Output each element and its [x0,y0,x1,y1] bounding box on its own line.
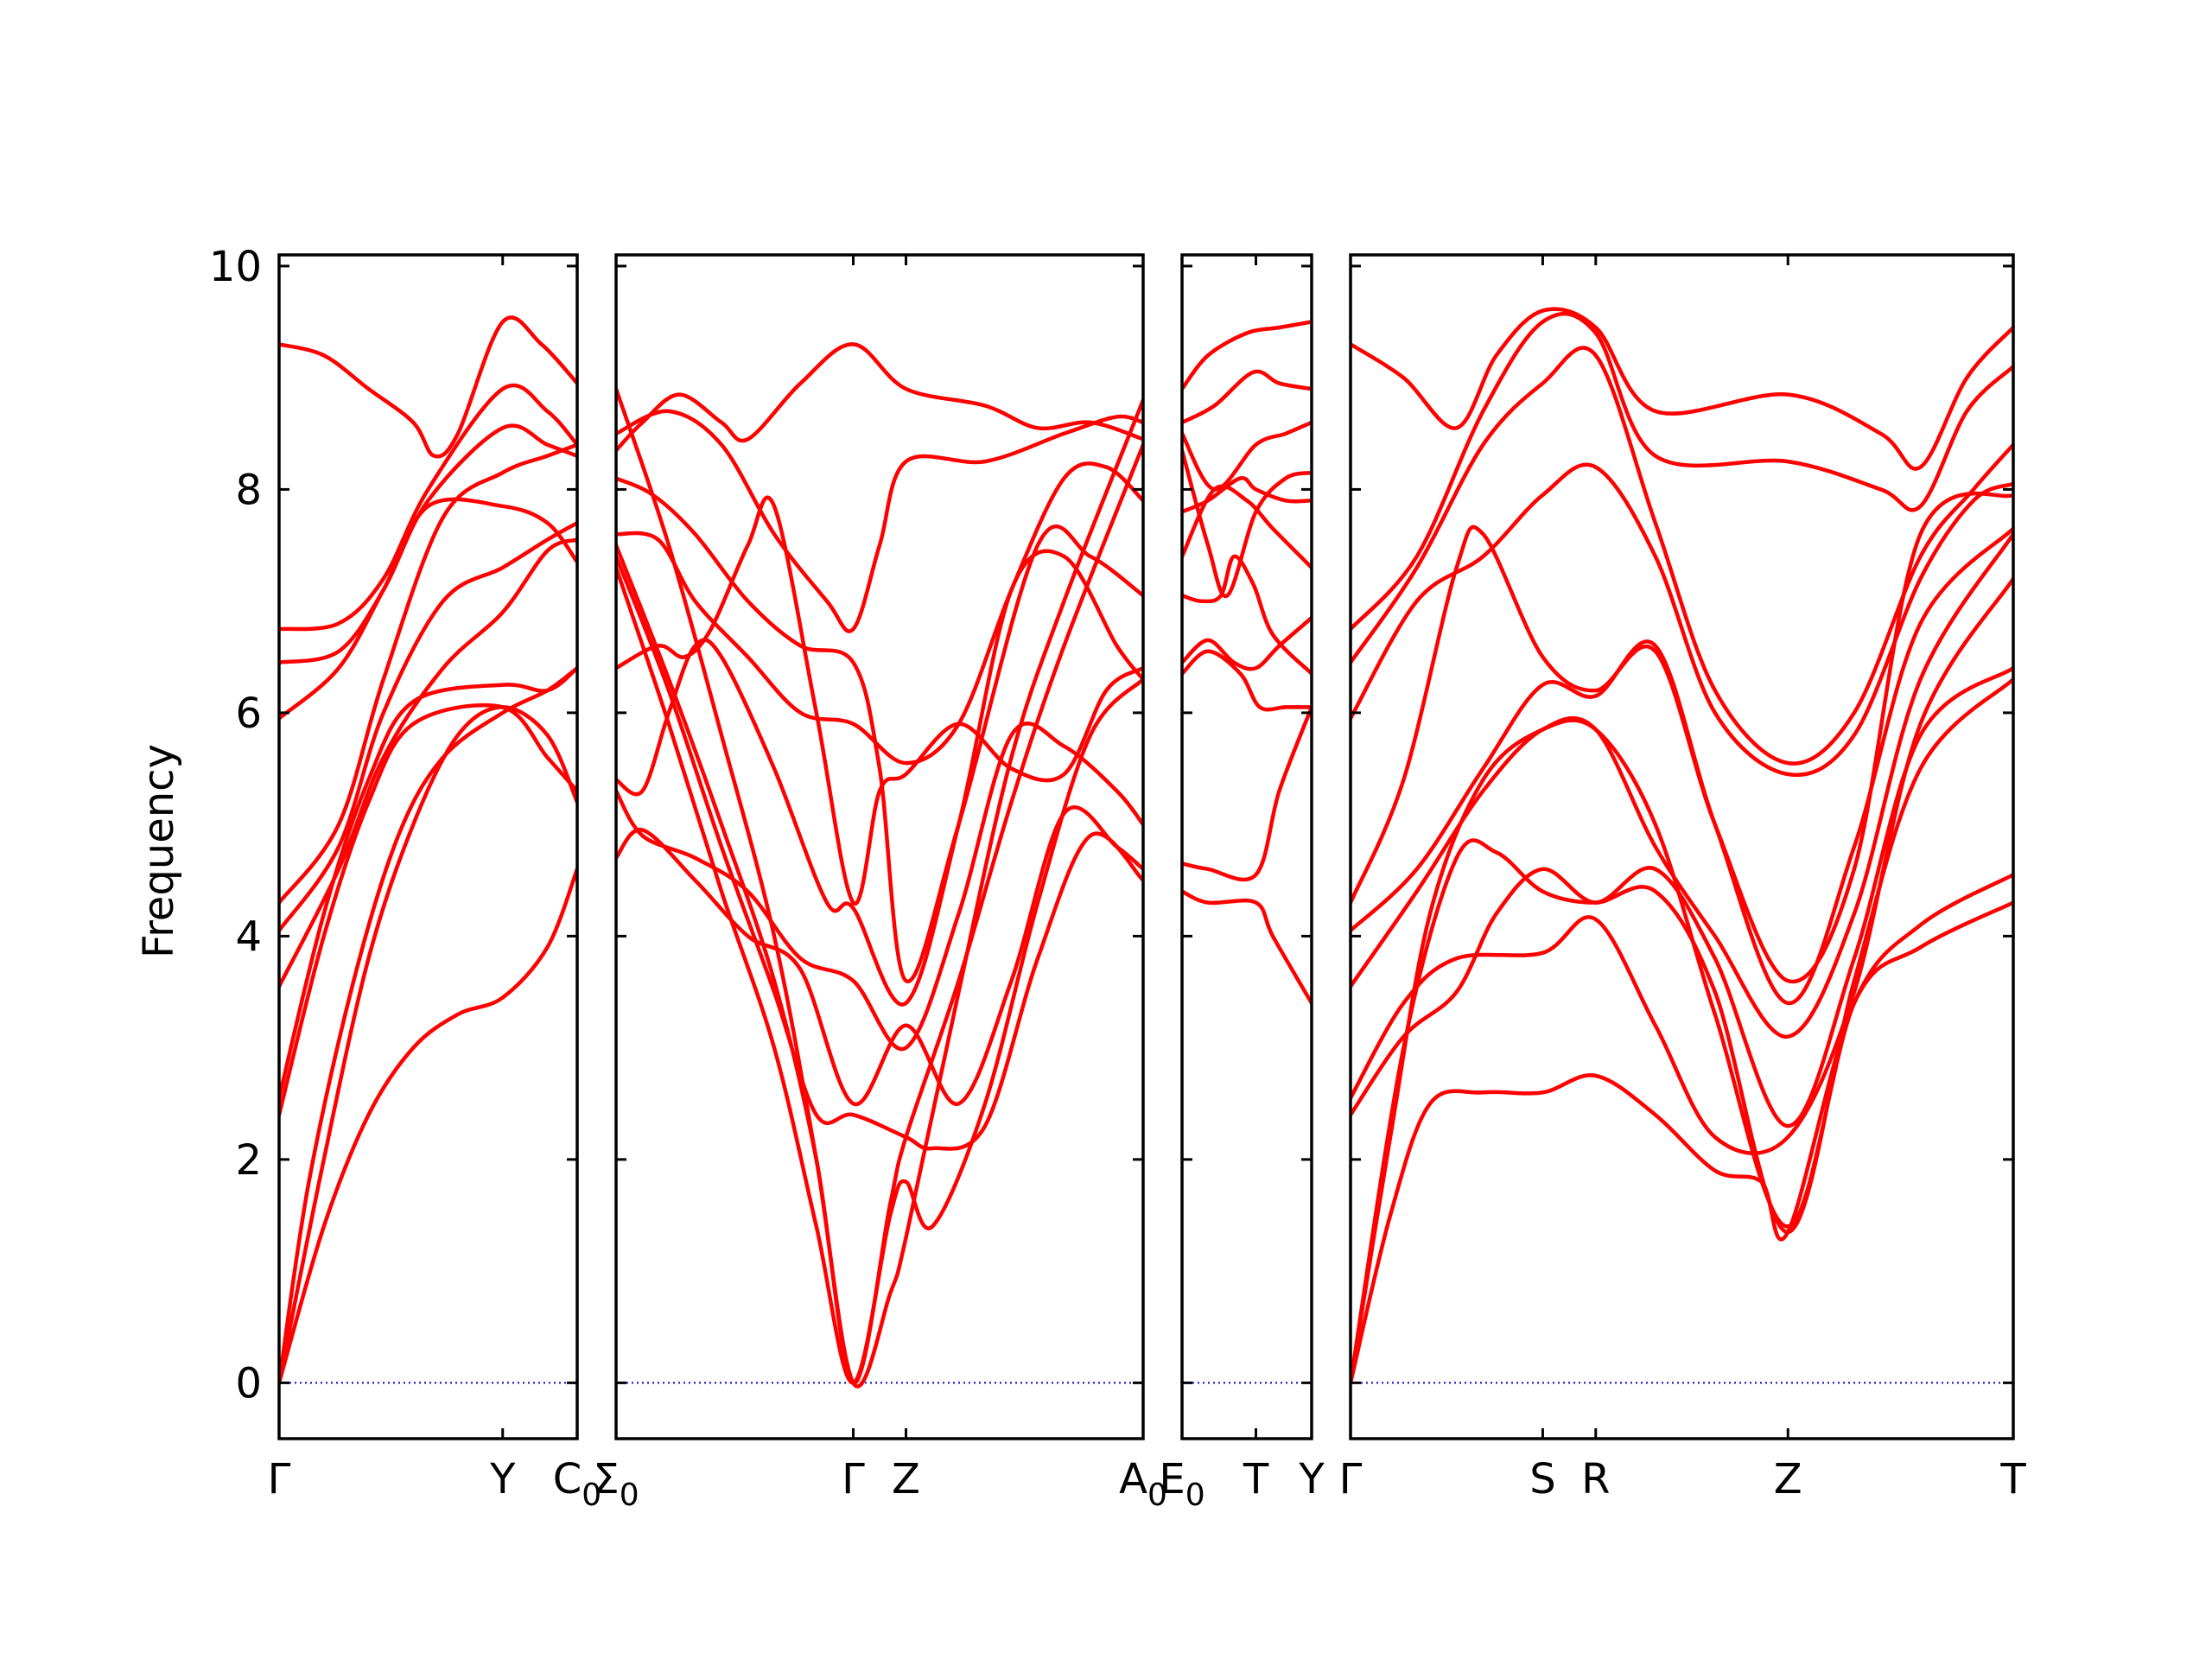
band-line-7 [616,721,1143,1052]
band-line-7 [1351,531,2013,1039]
band-line-4 [616,461,1143,766]
x-tick-label-subscript: 0 [1185,1478,1205,1513]
band-line-6 [279,520,577,933]
band-line-9 [279,702,577,1117]
band-line-11 [616,442,1143,1385]
band-line-4 [1182,448,1312,599]
x-tick-label: Z [1774,1455,1802,1503]
band-line-2 [1351,311,2013,632]
y-tick-label: 6 [235,690,262,738]
panel-frame [1349,253,2015,1440]
band-line-8 [279,665,577,1101]
x-tick-label: Y [1298,1455,1325,1503]
band-line-4 [279,497,577,721]
y-axis-label: Frequency [135,744,183,958]
x-tick-label: S [1529,1455,1555,1503]
band-line-8 [1351,576,2013,1155]
band-line-6 [1351,526,2013,1006]
band-line-4 [1351,462,2013,778]
band-line-10 [279,705,577,1385]
panel-frame [614,253,1145,1440]
band-group [1182,320,1312,1384]
band-line-7 [1182,554,1312,676]
band-line-2 [616,409,1143,633]
band-line-5 [279,442,577,905]
band-line-10 [1351,677,2013,1385]
band-line-2 [279,383,577,632]
x-tick-label: Z [892,1455,920,1503]
band-line-1 [1351,307,2013,471]
panel-frame [1180,253,1313,1440]
panel-2: Σ0 Γ Z A0 [593,253,1167,1513]
band-line-12 [279,665,577,1385]
x-tick-label: Γ [1339,1455,1363,1503]
x-tick-label-subscript: 0 [582,1478,601,1513]
x-tick-label: T [1999,1455,2026,1503]
band-line-5 [1351,491,2013,984]
band-line-11 [1182,889,1312,1006]
x-tick-label-subscript: 0 [620,1478,639,1513]
band-line-11 [279,867,577,1385]
band-line-5 [616,495,1143,906]
band-line-1 [1182,320,1312,391]
band-line-8 [616,805,1143,1107]
band-line-3 [1182,420,1312,492]
band-line-8 [1182,615,1312,671]
band-group [279,315,577,1385]
band-line-6 [1182,484,1312,570]
band-line-12 [1351,718,2013,1385]
x-tick-label: Γ [842,1455,865,1503]
band-line-1 [616,342,1143,453]
band-line-9 [1182,649,1312,712]
band-group [616,342,1143,1389]
x-tick-label: Γ [268,1455,291,1503]
band-line-2 [1182,369,1312,425]
x-tick-label: Y [489,1455,516,1503]
band-line-1 [279,315,577,459]
x-tick-label: R [1581,1455,1610,1503]
y-tick-label: 8 [235,466,262,514]
y-tick-label: 4 [235,912,262,961]
x-tick-label: T [1243,1455,1269,1503]
band-line-3 [1351,346,2013,766]
panel-frame [277,253,579,1440]
y-tick-label: 2 [235,1136,262,1185]
band-group [1351,307,2013,1385]
band-line-10 [1182,705,1312,882]
x-tick-label-subscript: 0 [1147,1478,1167,1513]
band-line-3 [279,423,577,664]
panel-3: E0 T Y [1159,253,1325,1513]
band-line-9 [1351,665,2013,1128]
y-tick-label: 10 [209,243,262,291]
band-line-12 [616,386,1143,1389]
band-line-6 [616,549,1143,1007]
band-line-9 [616,554,1143,1151]
band-line-3 [616,476,1143,983]
y-tick-label: 0 [235,1359,262,1408]
band-line-11 [1351,900,2013,1385]
